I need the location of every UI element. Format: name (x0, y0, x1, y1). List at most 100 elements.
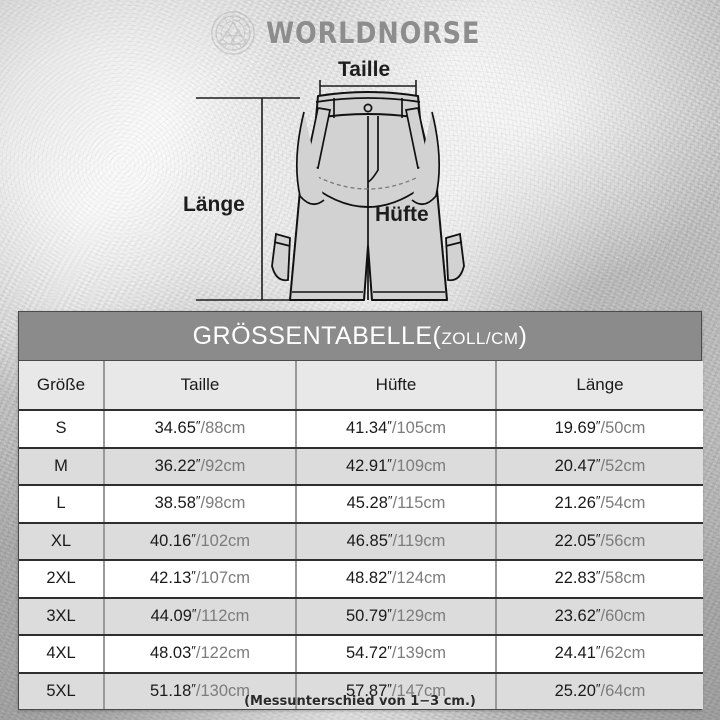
inch-mark: ″ (387, 493, 393, 509)
cell-hip-inches: 41.34 (345, 419, 388, 438)
cell-size: S (19, 410, 105, 449)
cell-length-cm: /56cm (600, 531, 646, 550)
cell-waist: 44.09″/112cm (104, 597, 297, 636)
cell-waist-inches: 34.65 (154, 419, 196, 438)
cell-waist-inches: 40.16 (149, 531, 192, 550)
table-row: 4XL 48.03″/122cm 54.72″/139cm 24.41″/62cm (19, 635, 703, 674)
cell-length-cm: /62cm (600, 644, 646, 663)
inch-mark: ″ (191, 568, 196, 584)
inch-mark: ″ (595, 680, 601, 696)
measurement-note: (Messunterschied von 1−3 cm.) (244, 694, 476, 709)
cell-length-inches: 22.05 (554, 531, 596, 550)
measurements-table: Größe Taille Hüfte Länge S 34.65″/88cm 41.… (19, 361, 703, 709)
cell-length-inches: 23.62 (554, 606, 596, 625)
cell-waist-inches: 48.03 (149, 644, 192, 663)
left-front-pocket (295, 107, 332, 205)
cell-waist: 42.13″/107cm (104, 560, 297, 599)
cell-hip-inches: 48.82 (345, 569, 388, 588)
cell-hip-cm: /105cm (391, 419, 446, 438)
size-chart-title-unit: ZOLL/CM (441, 329, 519, 348)
table-row: 2XL 42.13″/107cm 48.82″/124cm 22.83″/58cm (19, 560, 703, 599)
inch-mark: ″ (595, 530, 601, 546)
cell-size: 2XL (19, 560, 105, 599)
cell-length: 22.83″/58cm (496, 560, 703, 599)
inch-mark: ″ (191, 605, 197, 621)
cell-length-inches: 19.69 (554, 419, 596, 438)
cell-waist-inches: 36.22 (154, 456, 196, 475)
cell-size: M (19, 447, 105, 486)
cell-waist-cm: /130cm (195, 681, 250, 700)
cell-waist-inches: 44.09 (150, 606, 192, 625)
table-row: M 36.22″/92cm 42.91″/109cm 20.47″/52cm (19, 447, 703, 486)
cell-hip-inches: 50.79 (345, 606, 388, 625)
cell-hip-cm: /147cm (391, 681, 446, 700)
cell-waist-cm: /107cm (195, 569, 250, 588)
cell-length: 20.47″/52cm (496, 447, 703, 486)
cell-length-inches: 21.26 (554, 494, 596, 513)
column-header-length: Länge (496, 361, 703, 411)
cell-hip: 54.72″/139cm (296, 635, 497, 674)
cell-hip-cm: /129cm (391, 606, 446, 625)
inch-mark: ″ (387, 643, 392, 659)
cell-waist: 40.16″/102cm (104, 522, 297, 561)
column-header-hip: Hüfte (296, 361, 497, 411)
cell-waist-inches: 51.18 (149, 681, 192, 700)
inch-mark: ″ (387, 568, 392, 584)
inch-mark: ″ (387, 530, 393, 546)
inch-mark: ″ (387, 605, 392, 621)
cell-hip-inches: 45.28 (346, 494, 388, 513)
table-row: S 34.65″/88cm 41.34″/105cm 19.69″/50cm (19, 410, 703, 449)
cell-length-inches: 22.83 (554, 569, 596, 588)
inch-mark: ″ (191, 643, 196, 659)
cell-hip-inches: 46.85 (346, 531, 388, 550)
cell-hip-inches: 42.91 (345, 456, 388, 475)
left-cargo-pocket (271, 232, 291, 282)
table-row: XL 40.16″/102cm 46.85″/119cm 22.05″/56cm (19, 522, 703, 561)
inch-mark: ″ (595, 418, 601, 434)
cell-length: 24.41″/62cm (496, 635, 703, 674)
cell-waist-cm: /112cm (196, 606, 250, 625)
length-label: Länge (183, 193, 245, 216)
cell-waist: 34.65″/88cm (104, 410, 297, 449)
cell-hip: 50.79″/129cm (296, 597, 497, 636)
cell-length-inches: 24.41 (554, 644, 596, 663)
cell-hip: 42.91″/109cm (296, 447, 497, 486)
cargo-shorts-illustration (196, 80, 465, 301)
inch-mark: ″ (387, 418, 392, 434)
hip-curve-dashed (304, 169, 432, 190)
brand-header: WORLDNORSE (0, 10, 720, 56)
cell-hip: 48.82″/124cm (296, 560, 497, 599)
table-row: L 38.58″/98cm 45.28″/115cm 21.26″/54cm (19, 485, 703, 524)
cell-waist-cm: /122cm (195, 644, 250, 663)
cell-length-cm: /52cm (600, 456, 646, 475)
cell-length: 21.26″/54cm (496, 485, 703, 524)
cell-hip: 57.87″/147cm (296, 672, 497, 709)
cell-waist: 48.03″/122cm (104, 635, 297, 674)
cell-length-cm: /54cm (600, 494, 646, 513)
size-chart-title-main: GRÖSSENTABELLE( (192, 322, 442, 350)
cell-length-cm: /50cm (600, 419, 646, 438)
cell-waist: 36.22″/92cm (104, 447, 297, 486)
inch-mark: ″ (387, 680, 392, 696)
inch-mark: ″ (595, 455, 601, 471)
right-cargo-pocket (445, 232, 465, 282)
waistband-details (315, 97, 421, 118)
size-chart-title: GRÖSSENTABELLE(ZOLL/CM) (19, 312, 701, 361)
cell-hip-inches: 57.87 (345, 681, 388, 700)
cell-waist: 38.58″/98cm (104, 485, 297, 524)
cell-waist-inches: 38.58 (154, 494, 196, 513)
cell-hip-cm: /139cm (391, 644, 446, 663)
cell-length-cm: /64cm (600, 681, 646, 700)
cell-length-cm: /60cm (600, 606, 646, 625)
cell-hip-cm: /124cm (391, 569, 446, 588)
inch-mark: ″ (195, 455, 201, 471)
waist-label: Taille (338, 58, 391, 81)
column-header-size: Größe (19, 361, 105, 411)
cell-length-cm: /58cm (600, 569, 646, 588)
cell-size: 5XL (19, 672, 105, 709)
table-header-row: Größe Taille Hüfte Länge (19, 361, 703, 411)
valknut-logo-icon (210, 10, 256, 56)
hip-label: Hüfte (375, 203, 429, 226)
right-front-pocket (404, 107, 441, 205)
inch-mark: ″ (191, 530, 196, 546)
